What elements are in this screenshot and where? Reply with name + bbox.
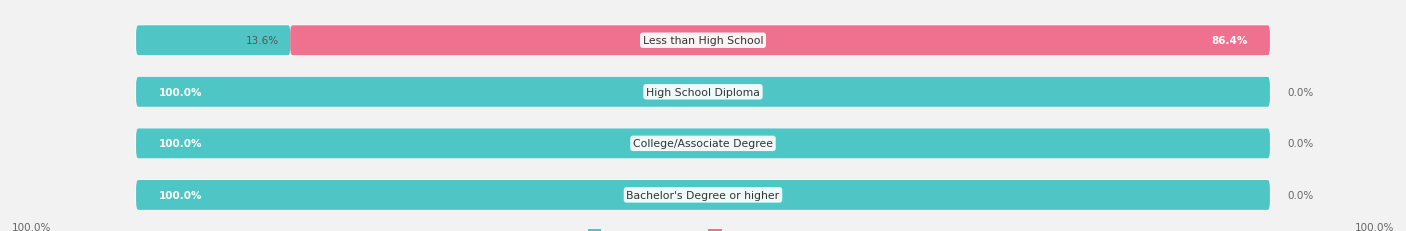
Text: 0.0%: 0.0% — [1286, 139, 1313, 149]
Text: 100.0%: 100.0% — [1355, 222, 1395, 231]
Text: 100.0%: 100.0% — [159, 87, 202, 97]
Text: 0.0%: 0.0% — [1286, 87, 1313, 97]
FancyBboxPatch shape — [136, 129, 1270, 159]
FancyBboxPatch shape — [136, 129, 1270, 159]
FancyBboxPatch shape — [136, 180, 1270, 210]
Text: College/Associate Degree: College/Associate Degree — [633, 139, 773, 149]
Text: Bachelor's Degree or higher: Bachelor's Degree or higher — [627, 190, 779, 200]
FancyBboxPatch shape — [136, 26, 1270, 56]
FancyBboxPatch shape — [136, 78, 1270, 107]
Text: 0.0%: 0.0% — [1286, 190, 1313, 200]
Text: 100.0%: 100.0% — [159, 139, 202, 149]
FancyBboxPatch shape — [136, 78, 1270, 107]
Text: High School Diploma: High School Diploma — [647, 87, 759, 97]
Text: 100.0%: 100.0% — [159, 190, 202, 200]
Text: 13.6%: 13.6% — [246, 36, 278, 46]
FancyBboxPatch shape — [136, 26, 290, 56]
FancyBboxPatch shape — [290, 26, 1270, 56]
FancyBboxPatch shape — [136, 180, 1270, 210]
Text: Less than High School: Less than High School — [643, 36, 763, 46]
Text: 86.4%: 86.4% — [1211, 36, 1247, 46]
Text: 100.0%: 100.0% — [11, 222, 51, 231]
Legend: Owner-occupied, Renter-occupied: Owner-occupied, Renter-occupied — [583, 225, 823, 231]
